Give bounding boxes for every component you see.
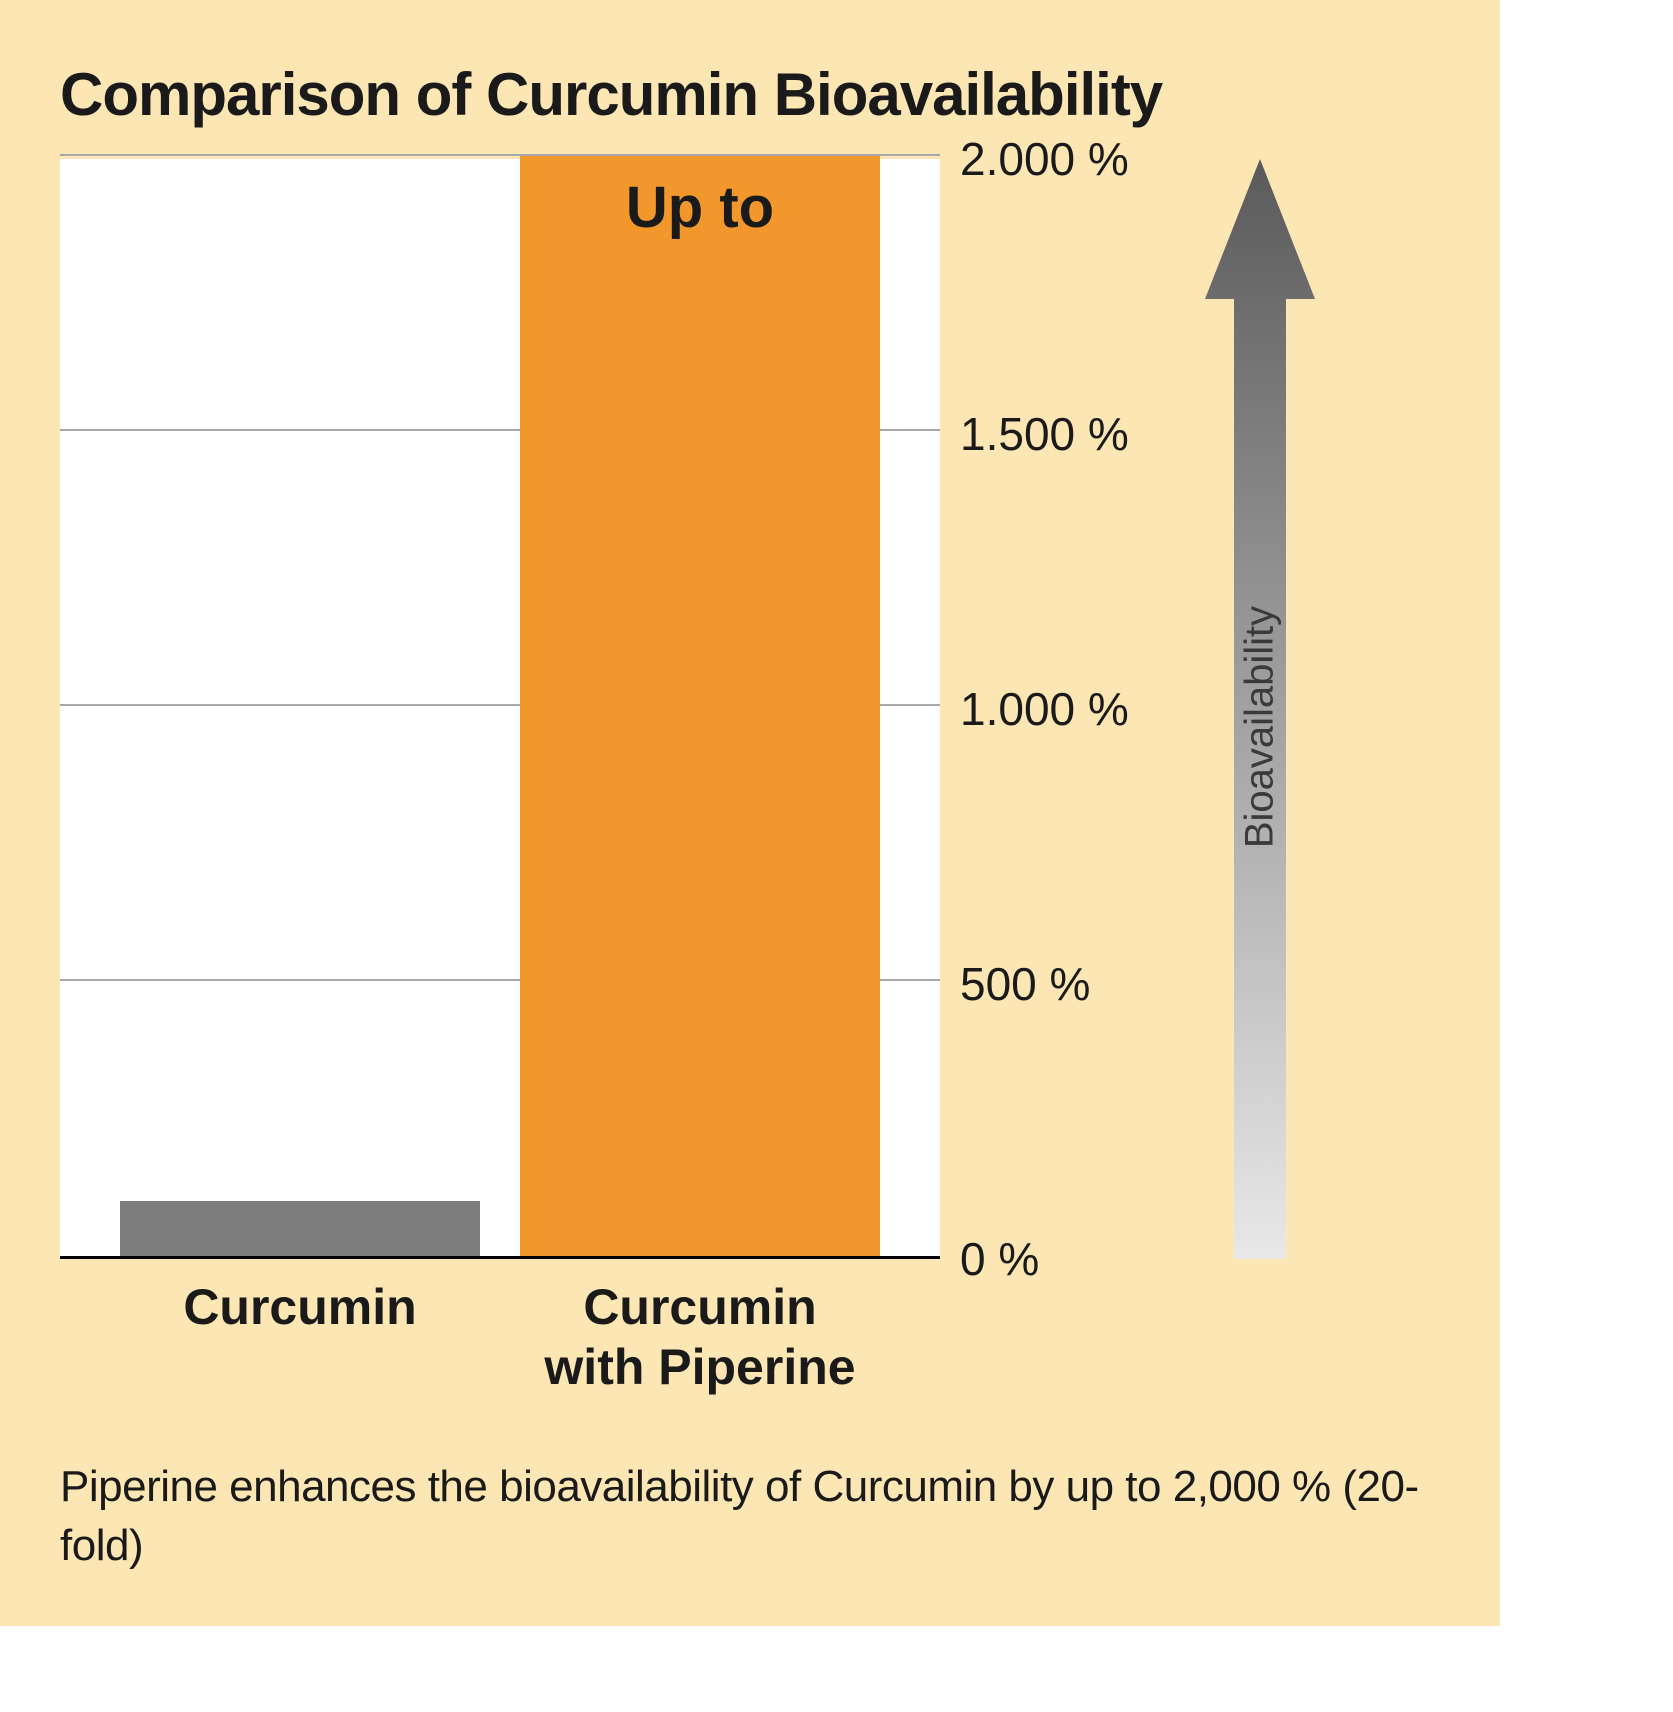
chart-content-row: Up to Curcumin Curcumin with Piperine 0 %…: [60, 159, 1450, 1397]
x-axis-labels: Curcumin Curcumin with Piperine: [60, 1277, 940, 1397]
bar: [120, 1201, 480, 1256]
y-tick-label: 2.000 %: [960, 132, 1129, 186]
chart-caption: Piperine enhances the bioavailability of…: [60, 1457, 1450, 1576]
x-axis-label: Curcumin: [120, 1277, 480, 1397]
chart-card: Comparison of Curcumin Bioavailability U…: [0, 0, 1500, 1626]
axis-arrow-column: Bioavailability: [1200, 159, 1320, 1259]
y-tick-label: 500 %: [960, 957, 1090, 1011]
y-axis-ticks: 0 %500 %1.000 %1.500 %2.000 %: [940, 159, 1200, 1259]
chart-title: Comparison of Curcumin Bioavailability: [60, 60, 1450, 129]
chart-plot-wrap: Up to Curcumin Curcumin with Piperine: [60, 159, 940, 1397]
x-axis-label: Curcumin with Piperine: [520, 1277, 880, 1397]
y-tick-label: 0 %: [960, 1232, 1039, 1286]
bar-inside-label: Up to: [520, 174, 880, 241]
y-tick-label: 1.000 %: [960, 682, 1129, 736]
bar: Up to: [520, 156, 880, 1256]
chart-plot-area: Up to: [60, 159, 940, 1259]
y-tick-label: 1.500 %: [960, 407, 1129, 461]
axis-arrow-label: Bioavailability: [1238, 606, 1283, 848]
